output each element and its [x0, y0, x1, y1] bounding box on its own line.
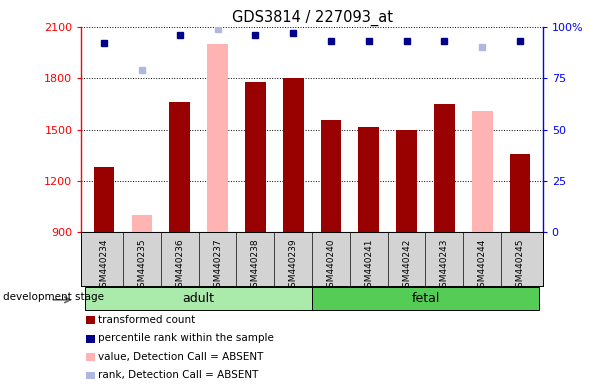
- Bar: [207, 44, 228, 232]
- Bar: [245, 82, 266, 232]
- Text: GSM440238: GSM440238: [251, 239, 260, 293]
- Bar: [396, 129, 417, 232]
- Text: GSM440243: GSM440243: [440, 239, 449, 293]
- Text: development stage: development stage: [3, 291, 104, 302]
- Text: adult: adult: [183, 291, 215, 305]
- Text: fetal: fetal: [411, 291, 440, 305]
- Text: GSM440242: GSM440242: [402, 239, 411, 293]
- Text: rank, Detection Call = ABSENT: rank, Detection Call = ABSENT: [98, 370, 259, 380]
- Bar: [93, 167, 115, 232]
- Bar: [472, 111, 493, 232]
- Text: GSM440234: GSM440234: [99, 239, 109, 293]
- Bar: [510, 154, 531, 232]
- Bar: [321, 120, 341, 232]
- Text: GSM440245: GSM440245: [516, 239, 525, 293]
- Bar: [283, 78, 303, 232]
- Text: GSM440241: GSM440241: [364, 239, 373, 293]
- Text: value, Detection Call = ABSENT: value, Detection Call = ABSENT: [98, 352, 264, 362]
- Bar: [434, 104, 455, 232]
- Bar: [85, 287, 312, 310]
- Text: GSM440244: GSM440244: [478, 239, 487, 293]
- Bar: [312, 287, 539, 310]
- Text: GSM440239: GSM440239: [289, 239, 298, 293]
- Text: GSM440240: GSM440240: [326, 239, 335, 293]
- Text: GSM440235: GSM440235: [137, 239, 147, 293]
- Text: transformed count: transformed count: [98, 315, 195, 325]
- Text: GSM440237: GSM440237: [213, 239, 222, 293]
- Text: percentile rank within the sample: percentile rank within the sample: [98, 333, 274, 343]
- Bar: [358, 127, 379, 232]
- Title: GDS3814 / 227093_at: GDS3814 / 227093_at: [232, 9, 393, 25]
- Text: GSM440236: GSM440236: [175, 239, 184, 293]
- Bar: [169, 102, 190, 232]
- Bar: [131, 215, 153, 232]
